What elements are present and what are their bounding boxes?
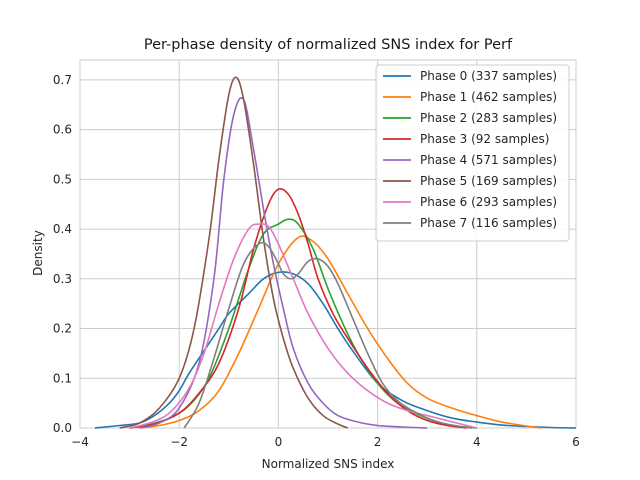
legend-entry: Phase 2 (283 samples) bbox=[420, 111, 557, 125]
series-line-phase-0 bbox=[94, 271, 577, 429]
y-tick-label: 0.4 bbox=[53, 222, 72, 236]
x-tick-label: −4 bbox=[71, 435, 89, 449]
y-tick-label: 0.7 bbox=[53, 73, 72, 87]
y-tick-label: 0.2 bbox=[53, 322, 72, 336]
series-line-phase-4 bbox=[139, 96, 428, 429]
x-tick-label: 0 bbox=[275, 435, 283, 449]
x-tick-label: 4 bbox=[473, 435, 481, 449]
plot-frame bbox=[79, 59, 577, 429]
legend-entry: Phase 1 (462 samples) bbox=[420, 90, 557, 104]
y-axis-label: Density bbox=[31, 230, 45, 276]
series-line-phase-6 bbox=[129, 223, 477, 429]
legend-entry: Phase 5 (169 samples) bbox=[420, 174, 557, 188]
chart-title: Per-phase density of normalized SNS inde… bbox=[144, 37, 513, 53]
x-tick-label: −2 bbox=[170, 435, 188, 449]
legend-entry: Phase 7 (116 samples) bbox=[420, 216, 557, 230]
legend: Phase 0 (337 samples) Phase 1 (462 sample… bbox=[375, 64, 570, 242]
legend-entry: Phase 4 (571 samples) bbox=[420, 153, 557, 167]
series-line-phase-7 bbox=[183, 241, 472, 429]
series-line-phase-1 bbox=[139, 235, 542, 429]
legend-entry: Phase 0 (337 samples) bbox=[420, 69, 557, 83]
y-tick-label: 0.5 bbox=[53, 172, 72, 186]
x-tick-label: 6 bbox=[572, 435, 580, 449]
legend-box bbox=[375, 64, 570, 242]
x-tick-label: 2 bbox=[374, 435, 382, 449]
series-line-phase-5 bbox=[119, 76, 349, 429]
x-axis-label: Normalized SNS index bbox=[262, 457, 395, 471]
y-tick-label: 0.3 bbox=[53, 272, 72, 286]
y-tick-label: 0.6 bbox=[53, 123, 72, 137]
y-tick-label: 0.0 bbox=[53, 421, 72, 435]
legend-entry: Phase 3 (92 samples) bbox=[420, 132, 549, 146]
legend-entry: Phase 6 (293 samples) bbox=[420, 195, 557, 209]
y-tick-label: 0.1 bbox=[53, 371, 72, 385]
